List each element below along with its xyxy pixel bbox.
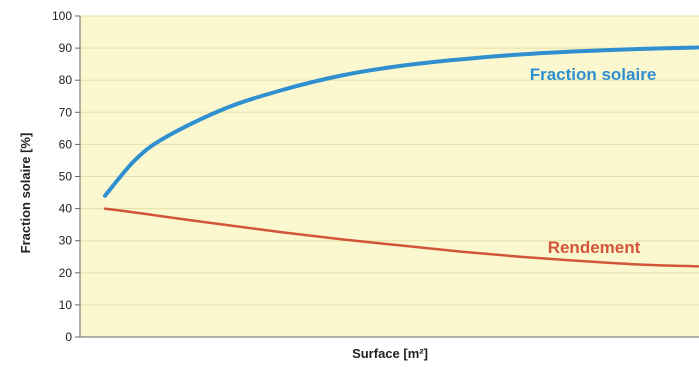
y-tick-label-90: 90 (59, 41, 73, 55)
y-tick-label-0: 0 (65, 330, 72, 344)
series-line-fraction-solaire (103, 45, 699, 198)
y-tick-label-40: 40 (59, 202, 73, 216)
series-line-rendement (103, 207, 699, 268)
y-tick-label-30: 30 (59, 234, 73, 248)
y-tick-label-50: 50 (59, 170, 73, 184)
series-label-rendement: Rendement (548, 238, 641, 257)
y-tick-label-20: 20 (59, 266, 73, 280)
y-tick-label-80: 80 (59, 73, 73, 87)
series-label-fraction-solaire: Fraction solaire (530, 65, 657, 84)
x-axis-title: Surface [m²] (352, 346, 428, 361)
y-tick-label-100: 100 (52, 9, 72, 23)
y-tick-label-10: 10 (59, 298, 73, 312)
y-tick-label-70: 70 (59, 105, 73, 119)
y-tick-label-60: 60 (59, 137, 73, 151)
y-axis-title: Fraction solaire [%] (18, 133, 33, 254)
